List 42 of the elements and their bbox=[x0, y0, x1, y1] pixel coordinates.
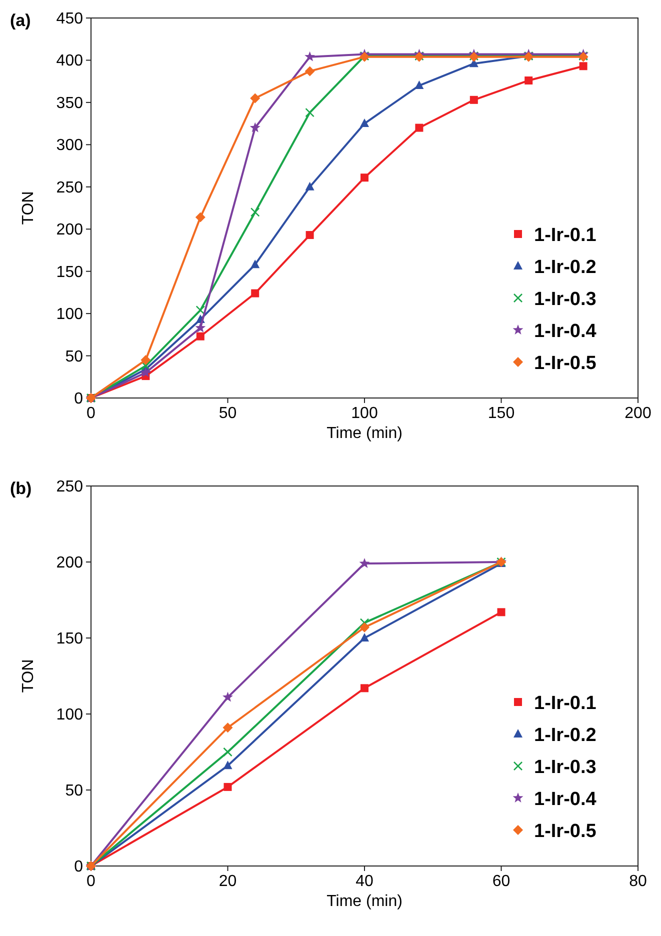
y-tick-label: 200 bbox=[56, 222, 84, 239]
y-tick-label: 100 bbox=[56, 706, 84, 724]
legend-label: 1-Ir-0.2 bbox=[534, 725, 596, 746]
y-tick-label: 350 bbox=[56, 94, 84, 112]
y-tick-label: 100 bbox=[56, 306, 84, 324]
x-tick-label: 80 bbox=[629, 873, 647, 890]
legend-label: 1-Ir-0.4 bbox=[534, 789, 597, 810]
y-tick-label: 150 bbox=[56, 630, 84, 648]
y-tick-label: 50 bbox=[65, 782, 84, 800]
x-tick-label: 40 bbox=[356, 873, 374, 890]
x-tick-label: 200 bbox=[624, 405, 652, 422]
y-tick-label: 300 bbox=[56, 137, 84, 154]
y-tick-label: 0 bbox=[74, 390, 84, 408]
y-tick-label: 0 bbox=[74, 858, 84, 876]
x-tick-label: 0 bbox=[86, 873, 96, 890]
legend-label: 1-Ir-0.5 bbox=[534, 821, 597, 842]
chart-title: (a) bbox=[10, 11, 31, 30]
legend-label: 1-Ir-0.3 bbox=[534, 289, 596, 310]
y-axis-title: TON bbox=[20, 191, 37, 225]
x-axis-title: Time (min) bbox=[326, 893, 402, 910]
legend-label: 1-Ir-0.3 bbox=[534, 757, 596, 778]
legend-label: 1-Ir-0.1 bbox=[534, 693, 597, 714]
x-tick-label: 20 bbox=[218, 873, 237, 890]
y-tick-label: 150 bbox=[56, 264, 84, 281]
y-tick-label: 450 bbox=[56, 10, 84, 28]
y-tick-label: 400 bbox=[56, 52, 84, 70]
y-tick-label: 200 bbox=[56, 554, 84, 572]
x-tick-label: 100 bbox=[351, 405, 378, 422]
legend-label: 1-Ir-0.2 bbox=[534, 257, 596, 278]
y-tick-label: 250 bbox=[56, 478, 84, 496]
y-tick-label: 250 bbox=[56, 179, 84, 196]
x-tick-label: 150 bbox=[488, 405, 515, 422]
y-axis-title: TON bbox=[20, 659, 37, 693]
legend-label: 1-Ir-0.1 bbox=[534, 225, 597, 246]
x-tick-label: 0 bbox=[86, 405, 96, 422]
legend-label: 1-Ir-0.4 bbox=[534, 321, 597, 342]
legend-label: 1-Ir-0.5 bbox=[534, 353, 597, 374]
x-tick-label: 60 bbox=[492, 873, 510, 890]
x-tick-label: 50 bbox=[218, 405, 237, 422]
y-tick-label: 50 bbox=[65, 348, 84, 366]
chart-title: (b) bbox=[10, 479, 32, 498]
x-axis-title: Time (min) bbox=[326, 425, 402, 442]
